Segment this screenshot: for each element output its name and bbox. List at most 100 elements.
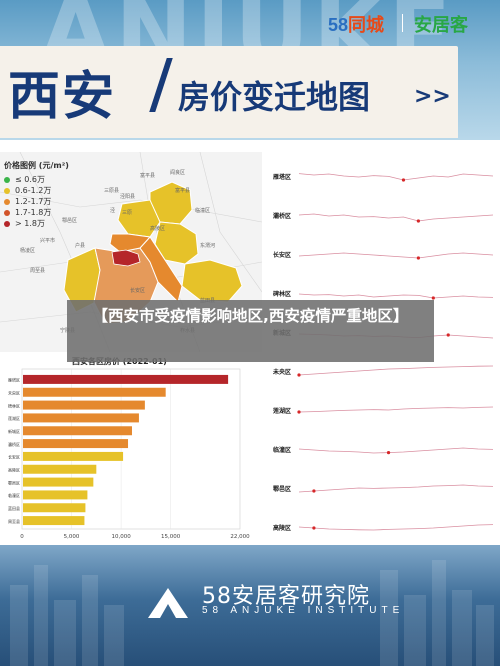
trend-marker [297,410,301,414]
legend-dot-icon [4,220,10,227]
map-place-label: 三原县 [104,188,119,194]
trend-marker [446,333,450,337]
map-place-label: 富平县 [175,187,190,194]
bar-category-label: 新城区 [8,428,20,434]
bar [23,464,97,474]
institute-name: 58安居客研究院 [202,584,370,609]
legend-dot-icon [4,176,10,183]
bar-category-label: 碑林区 [8,402,20,408]
legend-dot-icon [4,187,10,194]
trend-marker [312,526,316,530]
trend-line [298,173,494,181]
map-place-label: 泾 [110,207,115,214]
legend-label: 0.6-1.2万 [15,186,52,195]
trend-marker [431,296,435,300]
map-region-baqiao [139,236,183,303]
trend-district-label: 莲湖区 [273,408,292,415]
trend-district-label: 未央区 [273,369,292,376]
trend-line [298,524,494,531]
map-place-label: 周至县 [30,268,45,274]
bar-category-label: 临潼区 [8,492,20,498]
legend-dot-icon [4,198,10,205]
legend-item: 0.6-1.2万 [4,185,69,196]
map-place-label: 三原 [122,210,132,216]
bar [23,477,94,487]
legend-label: ≤ 0.6万 [15,175,45,184]
bar-x-tick-label: 10,000 [111,534,131,540]
legend-item: ≤ 0.6万 [4,174,69,185]
trend-district-label: 高陵区 [273,525,292,532]
bar-category-label: 雁塔区 [8,377,20,383]
bar [23,426,132,436]
bar [23,503,86,513]
logo-58tongcheng: 58同城 [328,11,384,37]
map-region-city-center [111,249,141,267]
footer-banner [0,545,500,666]
trend-district-label: 雁塔区 [273,174,292,181]
title-card [0,46,458,138]
bar-category-label: 周至县 [8,518,20,524]
logo-divider [402,14,403,32]
caption-text: 【西安市受疫情影响地区,西安疫情严重地区】 [92,307,409,325]
bar-x-tick-label: 15,000 [161,534,181,540]
institute-english-name: 58 ANJUKE INSTITUTE [202,605,405,616]
trend-district-label: 临潼区 [273,447,292,454]
title-city: 西安 [8,67,117,127]
map-place-label: 杨凌区 [20,247,35,254]
map-place-label: 高陵区 [150,225,165,232]
logo-58-number: 58 [328,15,349,35]
trend-line [298,406,494,413]
legend-label: > 1.8万 [15,219,45,228]
bar-x-tick-label: 0 [20,534,24,540]
bar-category-label: 灞桥区 [8,441,20,447]
map-region-lantian [181,259,243,303]
bar-category-label: 高陵区 [8,466,20,472]
bar-x-tick-label: 5,000 [64,534,80,540]
bar [23,413,139,423]
map-region-weiyang [109,233,152,253]
bar-chart-svg: 0 5,000 10,000 15,000 22,000 雁塔区未央区碑林区莲湖区新城区灞… [8,368,250,540]
institute-logo-icon [148,588,188,618]
map-place-label: 泾阳县 [120,193,135,200]
bar [23,400,145,410]
map-place-label: 东渭河 [200,242,215,249]
trend-line [298,447,494,454]
trend-lines-svg [297,173,494,531]
trend-line [298,213,494,222]
legend-item: 1.2-1.7万 [4,196,69,207]
legend-label: 1.2-1.7万 [15,197,52,206]
bar [23,374,229,384]
trend-marker [312,489,316,493]
trend-district-label: 长安区 [273,252,292,259]
legend-label: 1.7-1.8万 [15,208,52,217]
caption-overlay [67,300,434,362]
legend-item: 1.7-1.8万 [4,207,69,218]
legend-title: 价格图例 (元/m²) [4,161,69,170]
legend-dot-icon [4,209,10,216]
trend-line [298,252,494,259]
logo-58-name: 同城 [348,15,385,35]
trend-marker [386,451,391,455]
bar [23,516,85,526]
trend-district-label: 灞桥区 [273,213,292,220]
title-arrows-icon: >> [414,84,451,109]
bar-category-label: 长安区 [8,454,20,460]
bar [23,451,124,461]
map-legend: 价格图例 (元/m²) ≤ 0.6万 0.6-1.2万 1.2-1.7万 1.7… [4,160,69,229]
bar-category-label: 莲湖区 [8,415,20,421]
map-place-label: 鄠邑区 [62,217,77,224]
bar [23,439,129,449]
bar-category-label: 未央区 [8,389,20,395]
map-place-label: 兴平市 [40,237,55,244]
bar-chart-panel: 0 5,000 10,000 15,000 22,000 雁塔区 未央区 碑林区 莲湖区 新城区灞… [0,355,262,542]
title-subtitle: 房价变迁地图 [178,78,371,116]
footer-skyline [10,560,494,666]
trend-line [298,293,494,299]
trend-line [298,365,494,376]
map-place-label: 长安区 [130,287,145,294]
bar-category-label: 蓝田县 [8,505,20,511]
map-place-label: 临潼区 [195,207,210,214]
map-place-label: 富平县 [140,172,155,179]
trend-district-label: 碑林区 [273,291,292,298]
